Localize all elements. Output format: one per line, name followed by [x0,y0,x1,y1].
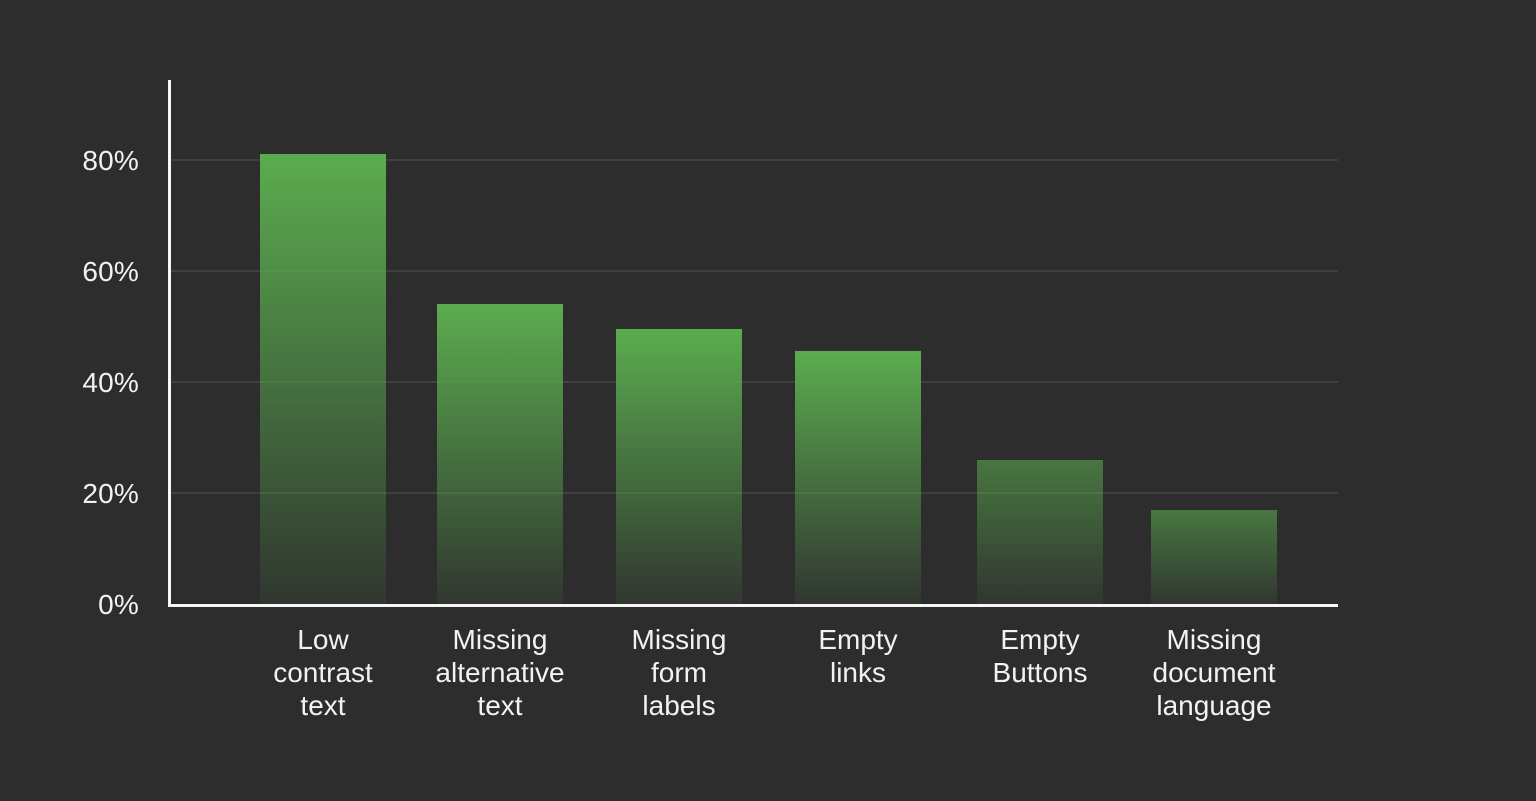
bar-low-contrast-text [260,154,386,604]
x-axis-line [168,604,1338,607]
x-category-label-6: Missing document language [1152,624,1276,721]
y-tick-label-20: 20% [82,478,139,509]
gridline-60 [171,270,1338,272]
gridline-40 [171,381,1338,383]
x-category-label-5: Empty Buttons [992,624,1088,688]
bar-missing-form-labels [616,329,742,604]
bar-missing-alternative-text [437,304,563,604]
y-axis-line [168,80,171,607]
bar-empty-links [795,351,921,604]
gridline-80 [171,159,1338,161]
bar-empty-buttons [977,459,1103,604]
x-category-label-2: Missing alternative text [435,624,565,721]
bar-missing-document-language [1151,509,1277,604]
y-tick-label-40: 40% [82,367,139,398]
y-tick-label-0: 0% [98,589,139,620]
x-category-label-3: Missing form labels [631,624,727,721]
y-tick-label-80: 80% [82,145,139,176]
y-tick-label-60: 60% [82,256,139,287]
x-category-label-1: Low contrast text [273,624,373,721]
x-category-label-4: Empty links [818,624,898,688]
gridline-20 [171,492,1338,494]
